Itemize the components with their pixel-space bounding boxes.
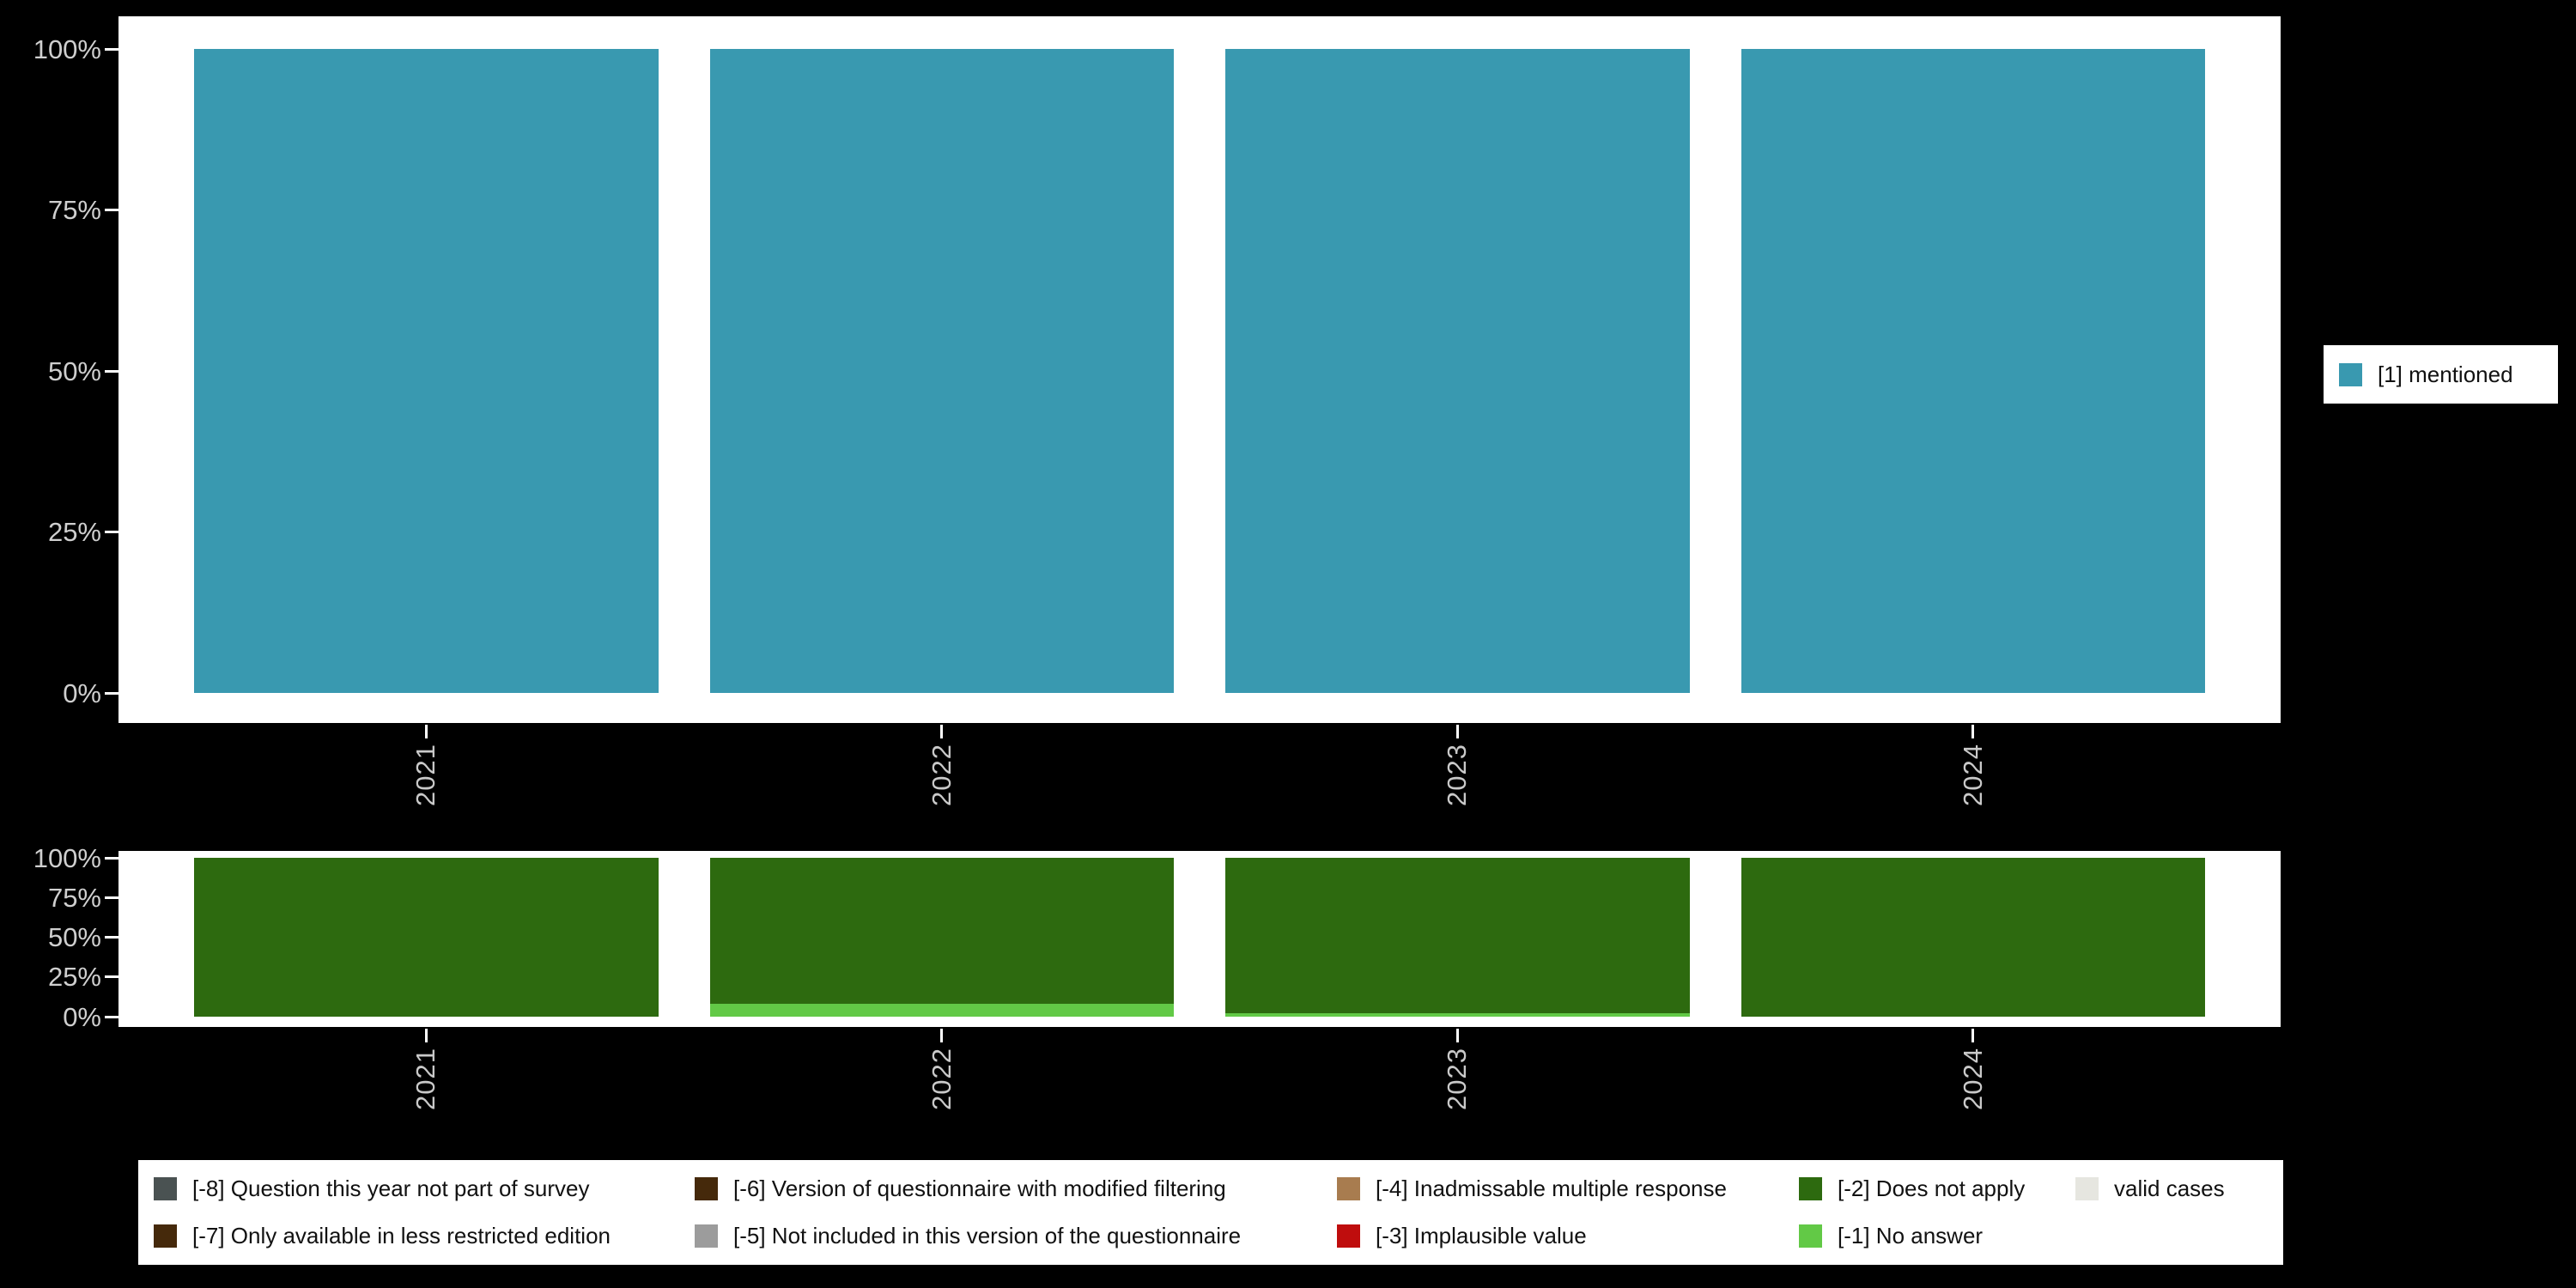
- bar-segment: [1741, 858, 2205, 1017]
- y-tick-label: 0%: [63, 677, 101, 708]
- x-tick-label-text: 2021: [410, 1048, 441, 1110]
- x-tick-label: 2023: [1436, 744, 1479, 864]
- bar-2022: [709, 49, 1174, 693]
- x-tick-mark: [1455, 1029, 1459, 1042]
- x-tick-label-text: 2023: [1442, 1048, 1473, 1110]
- bar-segment: [1225, 858, 1690, 1014]
- y-tick-label: 25%: [47, 517, 101, 547]
- y-tick-mark: [105, 936, 118, 939]
- legend-swatch: [695, 1177, 718, 1200]
- x-tick-label-text: 2024: [1957, 744, 1988, 806]
- legend-item-label: valid cases: [2114, 1176, 2225, 1201]
- y-tick-label: 50%: [47, 355, 101, 386]
- legend-swatch: [2075, 1177, 2099, 1200]
- x-tick-mark: [424, 725, 428, 738]
- bar-segment: [709, 1004, 1174, 1017]
- x-tick-mark: [940, 725, 944, 738]
- x-tick-mark: [1971, 1029, 1975, 1042]
- bar-2022: [709, 858, 1174, 1017]
- x-tick-label-text: 2021: [410, 744, 441, 806]
- bar-segment: [194, 49, 659, 693]
- y-tick-mark: [105, 975, 118, 979]
- plot-panel: [118, 851, 2281, 1027]
- legend-item: [-6] Version of questionnaire with modif…: [695, 1176, 1337, 1202]
- y-tick-label: 100%: [33, 842, 101, 873]
- bars-area: [194, 858, 2205, 1017]
- x-tick-label: 2021: [404, 1048, 447, 1168]
- y-tick-label: 50%: [47, 922, 101, 952]
- legend-item: [-5] Not included in this version of the…: [695, 1223, 1337, 1249]
- mentioned-swatch: [2339, 362, 2362, 386]
- y-tick-mark: [105, 856, 118, 860]
- bar-2024: [1741, 49, 2205, 693]
- y-tick-mark: [105, 1015, 118, 1018]
- bars-area: [194, 49, 2205, 693]
- legend-swatch: [154, 1177, 177, 1200]
- x-tick-mark: [1455, 725, 1459, 738]
- y-tick-label: 75%: [47, 882, 101, 913]
- legend-swatch: [1799, 1177, 1822, 1200]
- legend-item: [-4] Inadmissable multiple response: [1337, 1176, 1799, 1202]
- legend-swatch: [154, 1224, 177, 1248]
- legend-item-label: [-1] No answer: [1838, 1223, 1984, 1249]
- y-tick-mark: [105, 209, 118, 211]
- x-tick-label: 2023: [1436, 1048, 1479, 1168]
- x-tick-label-text: 2022: [926, 1048, 957, 1110]
- x-tick-label: 2022: [920, 744, 963, 864]
- legend-item-label: [-7] Only available in less restricted e…: [192, 1223, 611, 1249]
- y-tick-label: 0%: [63, 1001, 101, 1032]
- bar-2021: [194, 858, 659, 1017]
- missing-values-legend: [-8] Question this year not part of surv…: [138, 1160, 2283, 1265]
- legend-item: [-3] Implausible value: [1337, 1223, 1799, 1249]
- x-tick-mark: [424, 1029, 428, 1042]
- legend-item: [-1] No answer: [1799, 1223, 2075, 1249]
- x-tick-mark: [940, 1029, 944, 1042]
- y-tick-mark: [105, 691, 118, 695]
- bar-segment: [194, 858, 659, 1017]
- x-tick-label-text: 2022: [926, 744, 957, 806]
- y-tick-mark: [105, 369, 118, 373]
- legend-item-label: [-2] Does not apply: [1838, 1176, 2026, 1201]
- bar-2023: [1225, 858, 1690, 1017]
- x-tick-mark: [1971, 725, 1975, 738]
- y-tick-mark: [105, 47, 118, 51]
- legend-item-label: [-3] Implausible value: [1376, 1223, 1587, 1249]
- y-tick-mark: [105, 896, 118, 899]
- bar-2021: [194, 49, 659, 693]
- legend-swatch: [695, 1224, 718, 1248]
- mentioned-label: [1] mentioned: [2378, 361, 2513, 387]
- legend-item: [-2] Does not apply: [1799, 1176, 2075, 1202]
- legend-item: valid cases: [2075, 1176, 2283, 1202]
- y-tick-label: 25%: [47, 962, 101, 993]
- x-tick-label: 2024: [1952, 744, 1995, 864]
- bar-segment: [1225, 49, 1690, 693]
- x-tick-label: 2024: [1952, 1048, 1995, 1168]
- legend-item-label: [-5] Not included in this version of the…: [733, 1223, 1242, 1249]
- legend-item-label: [-4] Inadmissable multiple response: [1376, 1176, 1727, 1201]
- x-tick-label-text: 2023: [1442, 744, 1473, 806]
- bar-segment: [709, 49, 1174, 693]
- legend-swatch: [1799, 1224, 1822, 1248]
- x-tick-label: 2021: [404, 744, 447, 864]
- plot-panel: [118, 16, 2281, 723]
- y-tick-mark: [105, 531, 118, 533]
- y-tick-label: 75%: [47, 195, 101, 225]
- legend-swatch: [1337, 1224, 1360, 1248]
- legend-item: [-8] Question this year not part of surv…: [154, 1176, 695, 1202]
- bar-segment: [709, 858, 1174, 1005]
- legend-item-label: [-8] Question this year not part of surv…: [192, 1176, 590, 1201]
- legend-item: [-7] Only available in less restricted e…: [154, 1223, 695, 1249]
- bar-2024: [1741, 858, 2205, 1017]
- legend-item-label: [-6] Version of questionnaire with modif…: [733, 1176, 1226, 1201]
- valid-values-legend: [1] mentioned: [2324, 345, 2558, 404]
- bar-segment: [1225, 1013, 1690, 1017]
- x-tick-label: 2022: [920, 1048, 963, 1168]
- bar-segment: [1741, 49, 2205, 693]
- legend-swatch: [1337, 1177, 1360, 1200]
- x-tick-label-text: 2024: [1957, 1048, 1988, 1110]
- bar-2023: [1225, 49, 1690, 693]
- y-tick-label: 100%: [33, 33, 101, 64]
